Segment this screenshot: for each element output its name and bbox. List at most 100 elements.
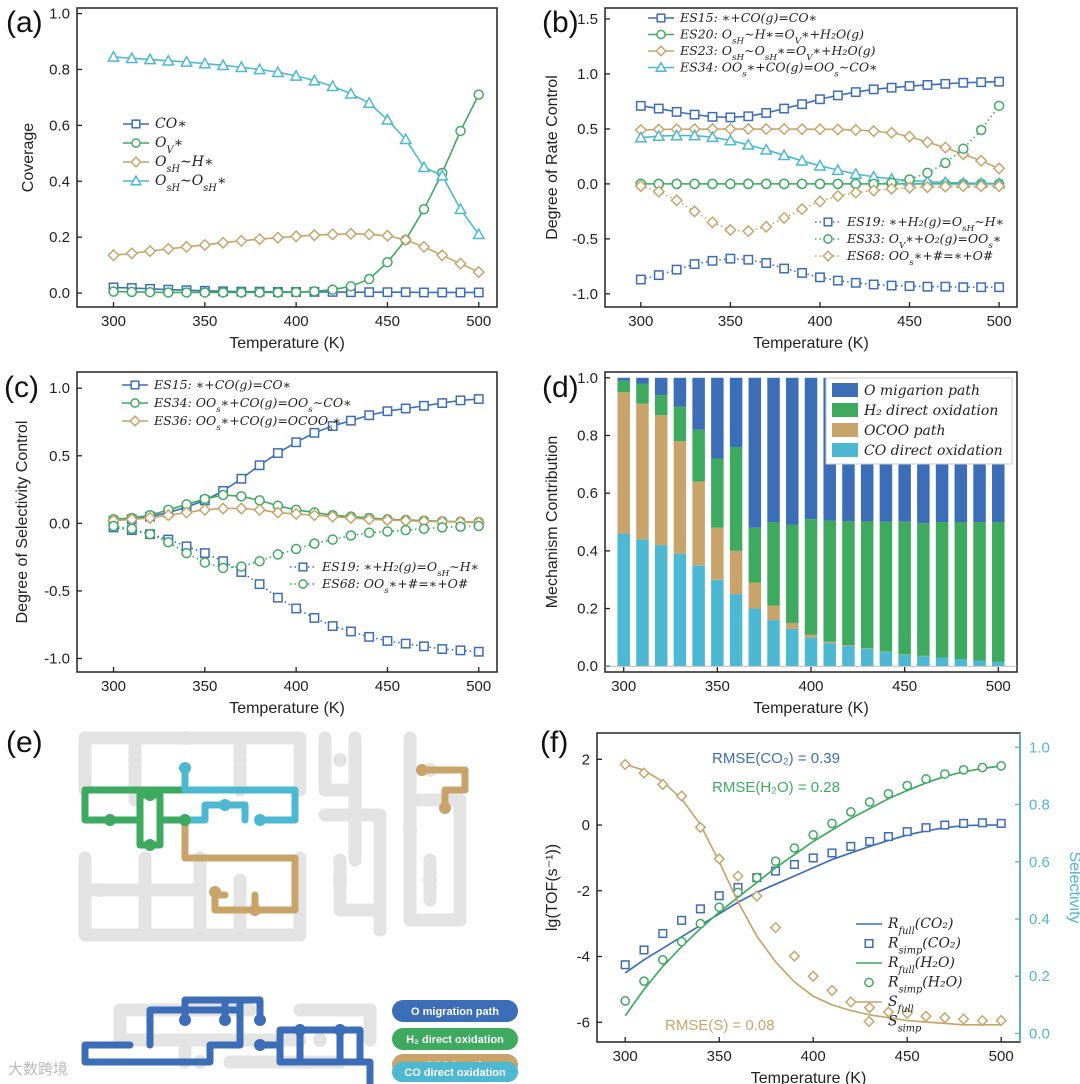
series-a-1-point bbox=[327, 284, 338, 295]
series-b-6-point bbox=[921, 180, 934, 194]
x-axis-label: Temperature (K) bbox=[751, 1070, 867, 1084]
bar-green bbox=[917, 523, 930, 656]
series-c-0-point bbox=[382, 406, 393, 417]
legend-text-part: ∗ bbox=[217, 173, 227, 189]
series-c-3-point bbox=[291, 603, 302, 614]
legend-text-part: ES33: O bbox=[846, 231, 899, 246]
x-tick-label: 350 bbox=[718, 313, 743, 330]
x-tick-label: 300 bbox=[101, 313, 126, 330]
y-tick-label: 0.8 bbox=[49, 61, 70, 78]
series-a-3-point bbox=[143, 52, 157, 65]
series-f-5-point bbox=[694, 821, 707, 834]
legend-text-sub: sH bbox=[732, 53, 744, 63]
series-b-2-point bbox=[724, 122, 737, 136]
series-c-1-point bbox=[217, 489, 229, 501]
plot-frame bbox=[76, 7, 498, 308]
series-c-0-point bbox=[309, 427, 320, 438]
plot-frame bbox=[604, 7, 1018, 308]
y-axis-label: Mechanism Contribution bbox=[544, 436, 561, 609]
y2-tick-label: 0.0 bbox=[1029, 1025, 1050, 1042]
series-f-5-point bbox=[976, 1014, 989, 1027]
series-c-2-point bbox=[235, 502, 248, 515]
legend-text-part: ∗+#=∗+O# bbox=[914, 248, 994, 263]
panel-d-chart: 300 350 400 450 500 0.0 0.2 0.4 0.6 0.8 1.0 Tempera… bbox=[542, 370, 1018, 717]
x-tick-label: 450 bbox=[892, 678, 917, 695]
series-f-1-point bbox=[639, 945, 649, 955]
series-b-3-point bbox=[688, 128, 702, 141]
series-b-6-point bbox=[706, 216, 719, 229]
series-a-0-point bbox=[455, 287, 466, 298]
legend-label: ES19: ∗+H₂(g)=OsH∼H∗ bbox=[846, 214, 1004, 234]
series-a-2-point bbox=[308, 228, 321, 242]
series-b-4-point bbox=[922, 281, 933, 292]
series-c-2-point bbox=[143, 511, 157, 525]
series-a-3-point bbox=[234, 60, 248, 73]
bar-cyan bbox=[935, 657, 949, 667]
bar-tan bbox=[617, 392, 630, 534]
series-b-2-point bbox=[974, 154, 988, 168]
series-b-0-point bbox=[868, 84, 879, 95]
bar-green bbox=[935, 522, 949, 658]
series-a-3-point bbox=[399, 132, 413, 145]
series-c-3-point bbox=[309, 612, 320, 623]
series-f-3-point bbox=[770, 856, 781, 867]
series-b-0-point bbox=[815, 94, 825, 105]
series-a-2-point bbox=[326, 228, 339, 241]
panel-b-chart: 300 350 400 450 500 -1.0 -0.5 0.0 0.5 1.0 1.5 Tempe… bbox=[542, 6, 1018, 352]
series-a-1-point bbox=[345, 281, 357, 292]
series-f-1-point bbox=[827, 848, 837, 858]
x-tick-label: 350 bbox=[192, 678, 217, 695]
bar-blue bbox=[654, 377, 668, 396]
series-b-2-point bbox=[849, 123, 863, 137]
legend-pill-h2-direct-oxidation bbox=[392, 1028, 518, 1050]
series-c-2-point bbox=[289, 507, 303, 521]
series-b-6-point bbox=[903, 181, 916, 194]
legend-swatch bbox=[832, 403, 858, 417]
panel-f-chart: 300 350 400 450 500 -6 -4 -2 0 2 Temperature (K) lg… bbox=[540, 726, 1080, 1084]
series-c-2-point bbox=[344, 511, 358, 525]
series-f-5-point bbox=[938, 1011, 951, 1024]
series-b-0-point bbox=[850, 87, 861, 98]
series-b-2-point bbox=[777, 122, 791, 136]
series-b-4-point bbox=[635, 274, 646, 285]
series-b-3-point bbox=[706, 130, 719, 143]
legend-text-part: ∗+CO(g)=OO bbox=[221, 395, 309, 410]
bar-cyan bbox=[767, 620, 780, 667]
series-a-3-point bbox=[180, 55, 194, 67]
series-f-5-point bbox=[675, 790, 688, 802]
series-b-4-point bbox=[707, 255, 718, 266]
y-tick-label: -1.0 bbox=[572, 286, 598, 303]
series-b-6-point bbox=[670, 194, 683, 207]
legend-text-sub: sH bbox=[166, 164, 180, 175]
series-c-0-point bbox=[291, 437, 302, 448]
bar-cyan bbox=[729, 594, 743, 667]
y2-tick-label: 0.4 bbox=[1029, 911, 1050, 928]
series-a-2-point bbox=[454, 257, 467, 270]
legend-text-part: R bbox=[887, 916, 899, 932]
y-tick-label: -2 bbox=[577, 883, 590, 900]
series-b-5-point bbox=[993, 100, 1005, 112]
series-a-0-point bbox=[419, 287, 429, 298]
bar-cyan bbox=[898, 654, 911, 667]
legend-marker bbox=[654, 61, 668, 73]
legend-label: ES15: ∗+CO(g)=CO∗ bbox=[153, 377, 291, 392]
y-tick-label: 0 bbox=[582, 817, 590, 834]
y-tick-label: -6 bbox=[577, 1014, 590, 1031]
series-b-5-point bbox=[958, 143, 969, 154]
series-c-1-point bbox=[236, 491, 247, 502]
series-b-4-point bbox=[815, 272, 825, 283]
series-b-5-point bbox=[796, 178, 808, 190]
y-axis-label: Degree of Selectivity Control bbox=[14, 421, 31, 624]
series-b-4-point bbox=[940, 281, 951, 292]
series-b-2-point bbox=[903, 130, 916, 143]
legend-label: Rsimp(H₂O) bbox=[887, 975, 963, 996]
series-b-3-point bbox=[849, 167, 863, 179]
series-c-0-point bbox=[236, 473, 247, 484]
x-tick-label: 400 bbox=[807, 313, 832, 330]
series-a-2-point bbox=[344, 227, 358, 241]
series-a-1-point bbox=[163, 287, 174, 298]
legend-marker bbox=[130, 398, 140, 408]
bar-tan bbox=[823, 641, 836, 644]
legend-label-co-direct-oxidation: CO direct oxidation bbox=[404, 1067, 506, 1079]
bar-tan bbox=[748, 582, 762, 609]
